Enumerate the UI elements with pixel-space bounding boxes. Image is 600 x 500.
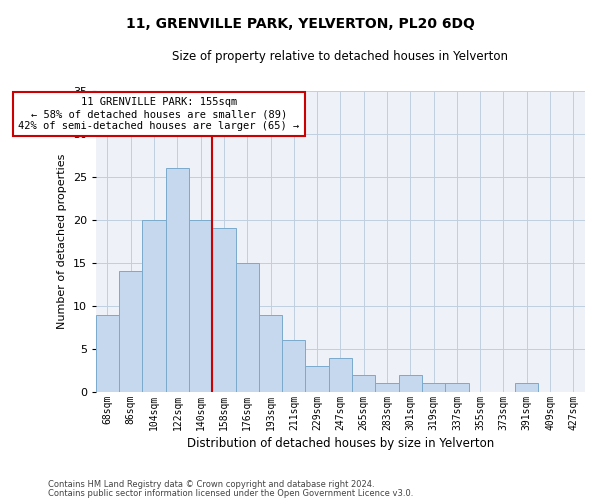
Bar xyxy=(515,384,538,392)
Bar xyxy=(119,272,142,392)
X-axis label: Distribution of detached houses by size in Yelverton: Distribution of detached houses by size … xyxy=(187,437,494,450)
Bar xyxy=(282,340,305,392)
Bar xyxy=(212,228,236,392)
Bar xyxy=(422,384,445,392)
Bar xyxy=(96,314,119,392)
Bar xyxy=(189,220,212,392)
Bar xyxy=(259,314,282,392)
Text: Contains public sector information licensed under the Open Government Licence v3: Contains public sector information licen… xyxy=(48,488,413,498)
Bar xyxy=(236,263,259,392)
Bar xyxy=(376,384,398,392)
Text: 11, GRENVILLE PARK, YELVERTON, PL20 6DQ: 11, GRENVILLE PARK, YELVERTON, PL20 6DQ xyxy=(125,18,475,32)
Title: Size of property relative to detached houses in Yelverton: Size of property relative to detached ho… xyxy=(172,50,508,63)
Bar xyxy=(445,384,469,392)
Bar xyxy=(352,375,376,392)
Text: 11 GRENVILLE PARK: 155sqm
← 58% of detached houses are smaller (89)
42% of semi-: 11 GRENVILLE PARK: 155sqm ← 58% of detac… xyxy=(18,98,299,130)
Bar xyxy=(305,366,329,392)
Bar xyxy=(398,375,422,392)
Bar xyxy=(166,168,189,392)
Text: Contains HM Land Registry data © Crown copyright and database right 2024.: Contains HM Land Registry data © Crown c… xyxy=(48,480,374,489)
Y-axis label: Number of detached properties: Number of detached properties xyxy=(57,154,67,329)
Bar xyxy=(329,358,352,392)
Bar xyxy=(142,220,166,392)
